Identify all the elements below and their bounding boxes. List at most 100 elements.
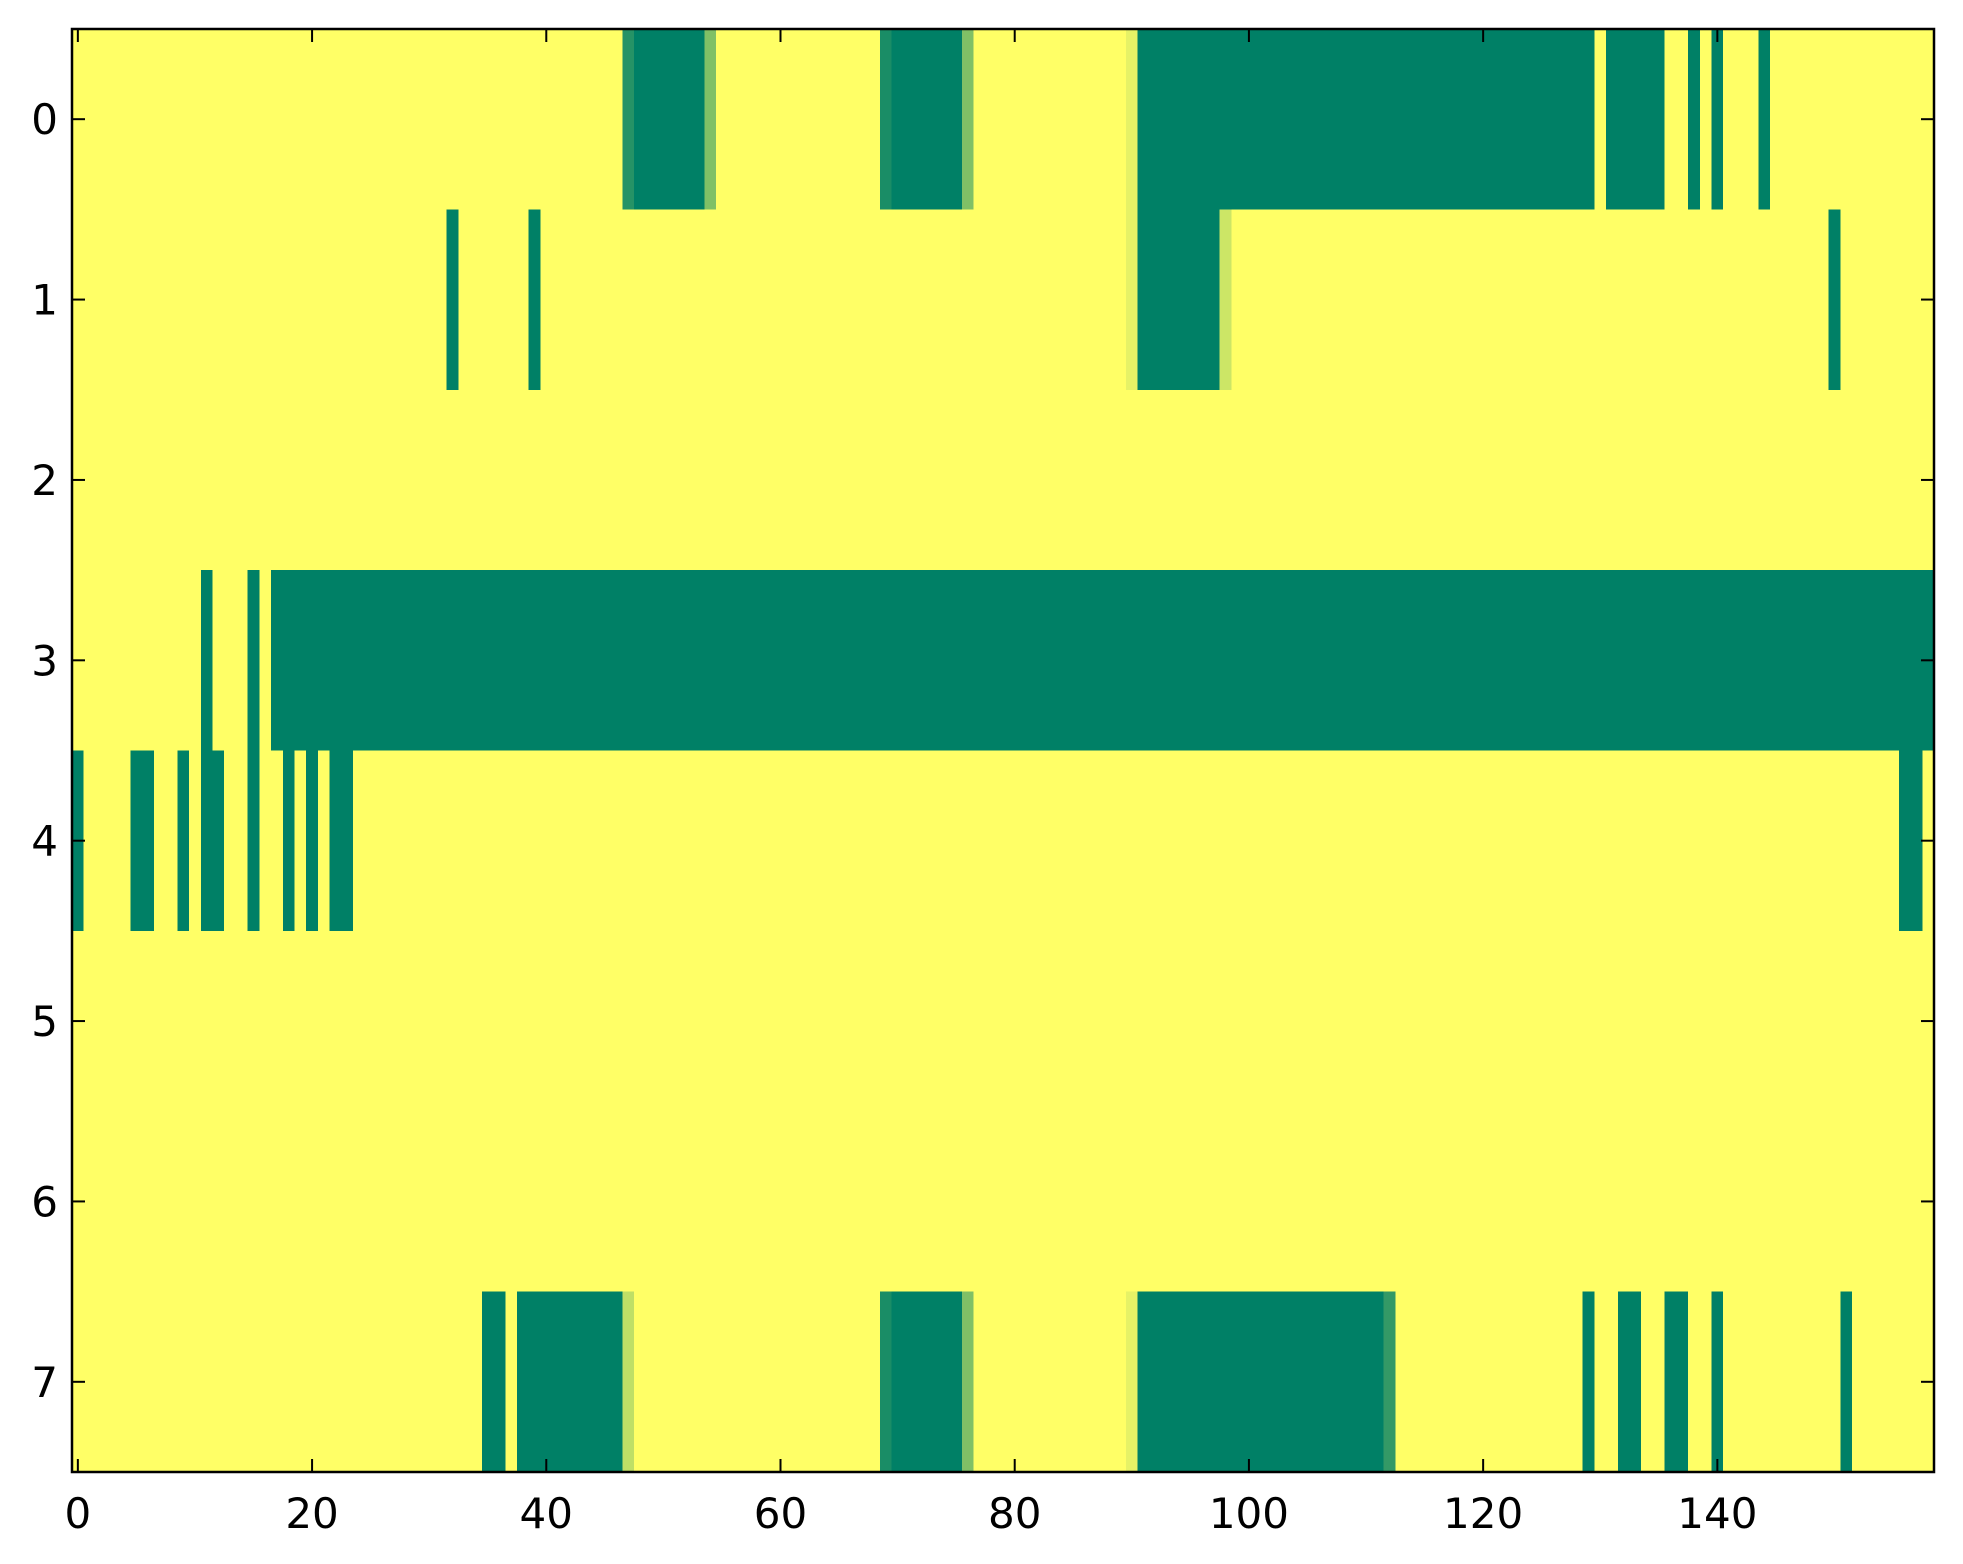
- heatmap-cell: [1488, 1111, 1502, 1293]
- heatmap-cell: [1840, 1111, 1853, 1293]
- heatmap-cell: [1840, 750, 1853, 932]
- heatmap-cell: [762, 570, 776, 752]
- heatmap-cell: [1090, 930, 1104, 1112]
- heatmap-cell: [517, 29, 530, 210]
- heatmap-cell: [130, 750, 143, 932]
- heatmap-cell: [1699, 209, 1713, 391]
- heatmap-cell: [470, 570, 483, 752]
- heatmap-cell: [1594, 570, 1607, 752]
- heatmap-cell: [1289, 750, 1303, 932]
- heatmap-cell: [1816, 389, 1830, 571]
- heatmap-cell: [903, 750, 916, 932]
- heatmap-cell: [505, 930, 518, 1112]
- heatmap-cell: [587, 750, 600, 932]
- heatmap-cell: [1723, 750, 1736, 932]
- heatmap-cell: [341, 209, 354, 391]
- heatmap-cell: [1840, 389, 1853, 571]
- heatmap-cell: [1524, 570, 1537, 752]
- heatmap-cell: [1758, 209, 1771, 391]
- heatmap-cell: [1079, 750, 1092, 932]
- heatmap-cell: [1114, 1111, 1127, 1293]
- heatmap-cell: [950, 209, 963, 391]
- y-tick-label: 4: [31, 817, 58, 866]
- heatmap-cell: [1676, 570, 1689, 752]
- heatmap-cell: [973, 1291, 987, 1473]
- heatmap-cell: [1863, 389, 1877, 571]
- heatmap-cell: [903, 570, 916, 752]
- heatmap-cell: [1477, 29, 1490, 210]
- heatmap-cell: [1289, 209, 1303, 391]
- heatmap-cell: [1582, 750, 1595, 932]
- heatmap-cell: [1430, 570, 1443, 752]
- heatmap-cell: [294, 1111, 307, 1293]
- heatmap-cell: [622, 1111, 635, 1293]
- heatmap-cell: [1594, 209, 1607, 391]
- heatmap-cell: [1547, 750, 1560, 932]
- heatmap-cell: [388, 1291, 401, 1473]
- heatmap-cell: [1243, 29, 1256, 210]
- heatmap-cell: [1500, 209, 1514, 391]
- heatmap-cell: [1079, 930, 1092, 1112]
- heatmap-cell: [1477, 1111, 1490, 1293]
- heatmap-cell: [575, 1291, 588, 1473]
- heatmap-cell: [1606, 209, 1619, 391]
- heatmap-cell: [1278, 389, 1291, 571]
- heatmap-cell: [1465, 389, 1478, 571]
- heatmap-cell: [1008, 1291, 1022, 1473]
- heatmap-cell: [388, 389, 401, 571]
- heatmap-cell: [1664, 1291, 1677, 1473]
- heatmap-cell: [1723, 389, 1736, 571]
- heatmap-cell: [1711, 209, 1724, 391]
- heatmap-cell: [1442, 570, 1455, 752]
- heatmap-cell: [212, 1291, 225, 1473]
- heatmap-cell: [1863, 750, 1877, 932]
- heatmap-cell: [1360, 1111, 1373, 1293]
- heatmap-cell: [1313, 209, 1326, 391]
- heatmap-cell: [598, 389, 612, 571]
- heatmap-cell: [259, 209, 272, 391]
- heatmap-cell: [423, 1111, 436, 1293]
- heatmap-cell: [903, 209, 916, 391]
- heatmap-cell: [1898, 389, 1912, 571]
- heatmap-cell: [1863, 1111, 1877, 1293]
- heatmap-cell: [680, 29, 694, 210]
- heatmap-cell: [1207, 570, 1221, 752]
- heatmap-cell: [1313, 389, 1326, 571]
- heatmap-cell: [1137, 209, 1150, 391]
- heatmap-cell: [200, 750, 214, 932]
- heatmap-cell: [411, 29, 424, 210]
- heatmap-cell: [1676, 209, 1689, 391]
- heatmap-cell: [235, 389, 249, 571]
- heatmap-cell: [1688, 1111, 1701, 1293]
- heatmap-cell: [1055, 1111, 1069, 1293]
- heatmap-cell: [1102, 1291, 1115, 1473]
- heatmap-cell: [1313, 29, 1326, 210]
- heatmap-cell: [212, 750, 225, 932]
- heatmap-cell: [692, 930, 705, 1112]
- heatmap-cell: [95, 1291, 108, 1473]
- heatmap-cell: [680, 1111, 694, 1293]
- heatmap-cell: [118, 389, 132, 571]
- heatmap-cell: [657, 1111, 670, 1293]
- x-tick-label: 100: [1209, 1489, 1289, 1538]
- heatmap-cell: [271, 750, 284, 932]
- heatmap-cell: [587, 570, 600, 752]
- heatmap-cell: [1266, 570, 1279, 752]
- heatmap-cell: [1652, 750, 1666, 932]
- heatmap-cell: [83, 570, 97, 752]
- heatmap-cell: [1676, 1291, 1689, 1473]
- heatmap-cell: [177, 1111, 190, 1293]
- heatmap-cell: [282, 1111, 296, 1293]
- heatmap-cell: [1442, 750, 1455, 932]
- heatmap-cell: [1196, 389, 1209, 571]
- heatmap-cell: [446, 1291, 460, 1473]
- heatmap-cell: [517, 750, 530, 932]
- heatmap-cell: [528, 750, 542, 932]
- heatmap-cell: [821, 750, 834, 932]
- heatmap-cell: [153, 209, 167, 391]
- heatmap-cell: [973, 209, 987, 391]
- heatmap-cell: [973, 750, 987, 932]
- heatmap-cell: [1278, 570, 1291, 752]
- heatmap-cell: [598, 750, 612, 932]
- heatmap-cell: [1172, 209, 1186, 391]
